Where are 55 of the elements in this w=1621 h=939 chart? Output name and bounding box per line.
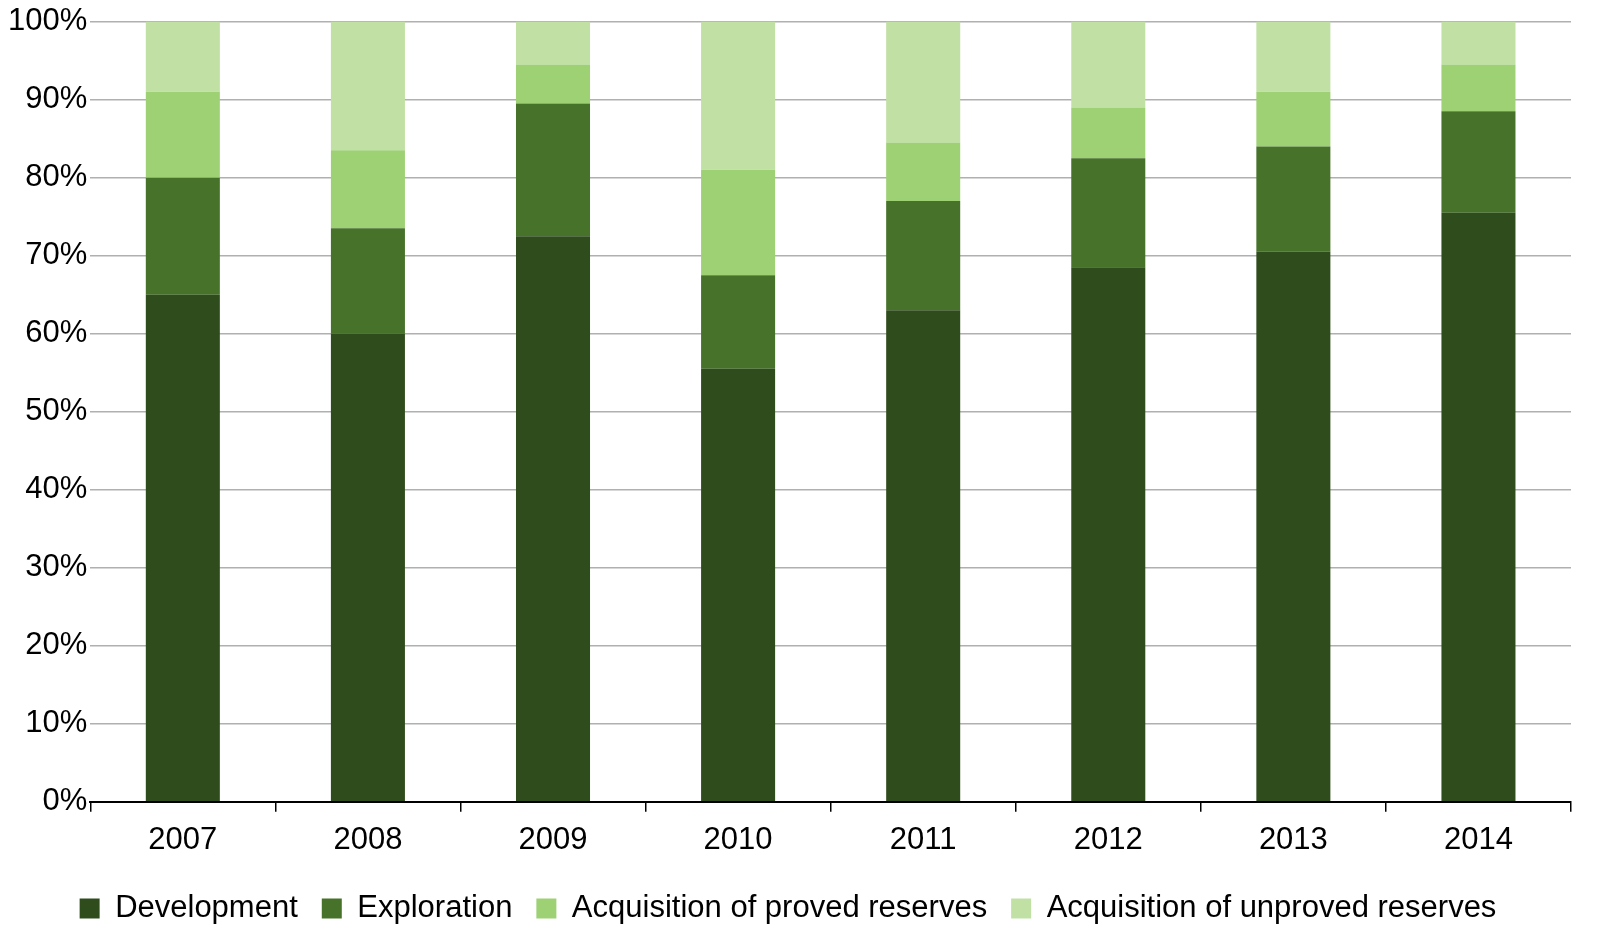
y-tick-label: 40% [25,470,88,506]
y-tick-label: 70% [25,236,88,272]
bar [515,103,591,237]
bar [1256,91,1331,147]
legend-label: Development [115,889,299,925]
y-tick-label: 10% [25,704,88,740]
legend-label: Acquisition of unproved reserves [1046,889,1497,925]
bar [1256,146,1331,252]
y-tick-label: 30% [25,548,88,584]
bar [330,333,405,802]
x-tick-label: 2007 [148,820,218,856]
bar [330,21,405,151]
y-tick-label: 50% [25,392,88,428]
bar [886,310,961,802]
bar [1071,107,1146,159]
bar [145,21,220,92]
bar [886,21,961,143]
x-tick-label: 2009 [518,820,588,856]
y-tick-label: 100% [7,2,88,38]
bar [1256,21,1331,92]
bar [515,21,591,65]
bar [1256,251,1331,802]
bar [1441,21,1516,65]
x-tick-label: 2010 [703,820,773,856]
x-tick-label: 2013 [1258,820,1328,856]
x-tick-label: 2011 [889,820,957,856]
bar [701,368,776,802]
bar [1441,111,1516,213]
bar [701,169,776,276]
bar [1071,267,1146,802]
bar [886,142,961,202]
bar [701,275,776,369]
bar [1441,64,1516,112]
legend-label: Acquisition of proved reserves [571,889,988,925]
y-tick-label: 20% [25,626,88,662]
bar [145,177,220,295]
bar [145,91,220,178]
y-tick-label: 60% [25,314,88,350]
legend-label: Exploration [357,889,513,925]
bar [515,64,591,104]
bar [1441,212,1516,802]
y-tick-label: 90% [25,80,88,116]
y-tick-label: 80% [25,158,88,194]
bar [145,294,220,802]
bar [515,236,591,802]
bar [330,228,405,334]
x-tick-label: 2012 [1073,820,1143,856]
bar [1071,158,1146,268]
bar [1071,21,1146,108]
y-tick-label: 0% [42,782,88,818]
bar [330,150,405,229]
x-tick-label: 2008 [333,820,403,856]
bar [886,201,961,311]
x-tick-label: 2014 [1443,820,1513,856]
bar [701,21,776,170]
